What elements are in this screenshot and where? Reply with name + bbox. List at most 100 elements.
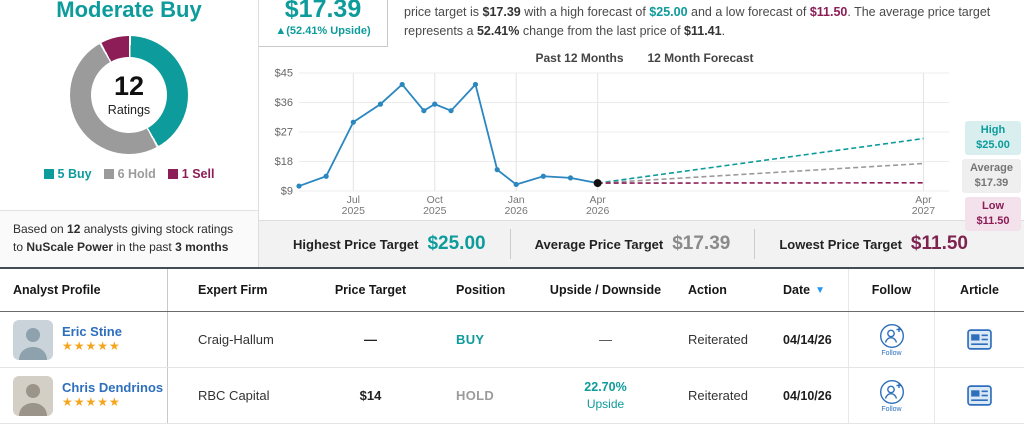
average-forecast-badge: Average $17.39 (961, 159, 1021, 193)
price-chart-area: Past 12 Months 12 Month Forecast $9 $18 $2… (259, 47, 1024, 231)
header-analyst-profile: Analyst Profile (0, 269, 168, 311)
hold-swatch-icon (103, 169, 114, 179)
svg-text:2025: 2025 (423, 205, 447, 215)
svg-text:2025: 2025 (342, 205, 366, 215)
average-price-target-value: $17.39 (672, 233, 731, 255)
highest-price-target-value: $25.00 (427, 233, 486, 255)
header-date-sort[interactable]: Date ▼ (763, 269, 848, 311)
table-row: Chris Dendrinos ★★★★★ RBC Capital $14 HO… (0, 368, 1024, 424)
svg-text:2026: 2026 (505, 205, 529, 215)
ratings-legend: 5 Buy 6 Hold 1 Sell (43, 167, 215, 181)
svg-text:$36: $36 (275, 97, 293, 109)
sort-desc-icon: ▼ (815, 284, 825, 296)
ratings-count: 12 (113, 71, 145, 101)
follow-button-label: Follow (881, 349, 902, 357)
article-button[interactable] (967, 329, 992, 350)
table-row: Eric Stine ★★★★★ Craig-Hallum — BUY — Re… (0, 312, 1024, 368)
article-button[interactable] (967, 385, 992, 406)
header-expert-firm: Expert Firm (198, 283, 268, 297)
action-cell: Reiterated (688, 388, 748, 403)
newspaper-icon (967, 329, 992, 350)
table-header-row: Analyst Profile Expert Firm Price Target… (0, 269, 1024, 312)
header-position: Position (456, 283, 506, 297)
legend-buy: 5 Buy (43, 167, 92, 181)
analyst-table: Analyst Profile Expert Firm Price Target… (0, 269, 1024, 424)
header-article: Article (934, 269, 1024, 311)
upside-downside-cell: 22.70% Upside (543, 368, 668, 423)
svg-text:$45: $45 (275, 68, 293, 80)
analyst-name-link[interactable]: Chris Dendrinos (62, 380, 164, 396)
svg-text:Apr: Apr (915, 194, 932, 206)
sell-swatch-icon (167, 169, 178, 179)
average-price-target-label: Average Price Target (534, 236, 664, 252)
header-upside-downside: Upside / Downside (549, 283, 662, 297)
header-follow: Follow (848, 269, 934, 311)
analyst-ratings-summary: Moderate Buy 12 Ratings 5 Buy 6 Hold 1 S… (0, 0, 1024, 269)
price-target-description: price target is $17.39 with a high forec… (404, 5, 991, 38)
header-price-target: Price Target (334, 283, 407, 297)
svg-text:Jul: Jul (347, 194, 360, 206)
low-forecast-badge: Low $11.50 (965, 196, 1021, 231)
price-target-header: $17.39 ▲(52.41% Upside) price target is … (259, 0, 1024, 48)
lowest-price-target-stat: Lowest Price Target $11.50 (755, 229, 992, 259)
legend-buy-label: 5 Buy (57, 167, 92, 181)
svg-text:2027: 2027 (912, 205, 936, 215)
highest-price-target-stat: Highest Price Target $25.00 (269, 229, 511, 260)
upside-value: — (599, 331, 612, 347)
expert-firm-value: RBC Capital (198, 388, 270, 403)
chart-title-forecast: 12 Month Forecast (647, 51, 754, 66)
svg-text:Jan: Jan (508, 194, 525, 206)
newspaper-icon (967, 385, 992, 406)
legend-hold-label: 6 Hold (117, 167, 156, 181)
legend-sell: 1 Sell (167, 167, 215, 181)
date-cell: 04/10/26 (783, 388, 832, 403)
follow-button[interactable]: Follow (879, 323, 905, 357)
svg-text:2026: 2026 (586, 205, 610, 215)
price-target-panel: $17.39 ▲(52.41% Upside) price target is … (259, 0, 1024, 267)
high-forecast-badge: High $25.00 (965, 121, 1021, 156)
date-cell: 04/14/26 (783, 332, 832, 347)
highest-price-target-label: Highest Price Target (293, 236, 419, 252)
ratings-count-label: Ratings (107, 103, 151, 117)
forecast-badges: High $25.00 Average $17.39 Low $11.50 (961, 121, 1021, 231)
star-rating: ★★★★★ (62, 339, 121, 354)
legend-sell-label: 1 Sell (181, 167, 215, 181)
analyst-avatar[interactable] (13, 319, 53, 360)
action-cell: Reiterated (688, 332, 748, 347)
average-price-target-stat: Average Price Target $17.39 (511, 229, 756, 260)
price-target-cell: $14 (359, 388, 382, 403)
upside-label: Upside (586, 396, 625, 411)
analyst-avatar[interactable] (13, 375, 53, 416)
expert-firm-value: Craig-Hallum (198, 332, 274, 347)
analyst-name-link[interactable]: Eric Stine (62, 324, 122, 340)
buy-swatch-icon (43, 169, 54, 179)
chart-title-past: Past 12 Months (535, 51, 624, 66)
upside-percent: ▲(52.41% Upside) (275, 24, 371, 37)
upside-value: 22.70% (584, 379, 627, 394)
svg-text:Apr: Apr (589, 194, 606, 206)
svg-text:$9: $9 (281, 186, 293, 198)
donut-center: 12 Ratings (91, 57, 167, 133)
header-date-label: Date (783, 283, 811, 297)
star-rating: ★★★★★ (62, 395, 121, 410)
price-target-stats-bar: Highest Price Target $25.00 Average Pric… (259, 220, 1024, 267)
consensus-rating-title: Moderate Buy (56, 0, 202, 22)
upside-downside-cell: — (543, 312, 668, 367)
lowest-price-target-label: Lowest Price Target (779, 236, 902, 252)
ratings-donut-chart: 12 Ratings (70, 36, 188, 154)
consensus-panel: Moderate Buy 12 Ratings 5 Buy 6 Hold 1 S… (0, 0, 259, 267)
chart-title: Past 12 Months 12 Month Forecast (265, 47, 1024, 67)
follow-person-plus-icon (879, 323, 904, 348)
svg-text:$27: $27 (275, 127, 293, 139)
position-cell: HOLD (456, 388, 495, 403)
average-price-target: $17.39 (284, 0, 362, 23)
legend-hold: 6 Hold (103, 167, 156, 181)
price-chart: $9$18$27$36$45Jul2025Oct2025Jan2026Apr20… (275, 68, 949, 217)
price-target-cell: — (364, 332, 377, 347)
lowest-price-target-value: $11.50 (910, 233, 968, 255)
follow-button-label: Follow (881, 405, 902, 413)
price-target-box: $17.39 ▲(52.41% Upside) (259, 0, 388, 48)
follow-button[interactable]: Follow (879, 379, 905, 413)
consensus-footnote: Based on 12 analysts giving stock rating… (0, 209, 258, 267)
header-action: Action (688, 283, 727, 297)
